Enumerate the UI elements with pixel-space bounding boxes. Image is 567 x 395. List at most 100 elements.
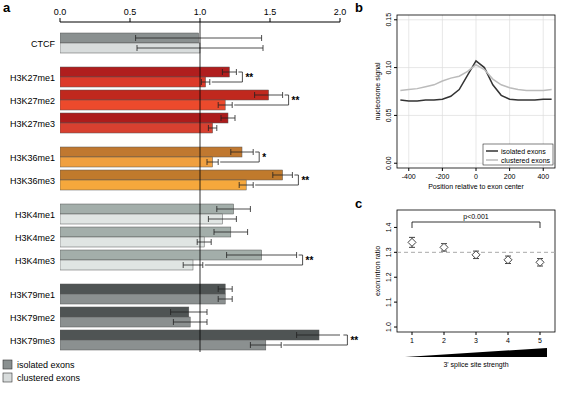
- error-bar: [221, 115, 235, 121]
- y-tick-label: 0.00: [385, 156, 392, 170]
- error-bar: [297, 332, 340, 338]
- x-tick-label: 0.5: [124, 7, 137, 17]
- error-bar: [505, 256, 511, 263]
- error-cap: [239, 182, 240, 188]
- error-cap: [263, 45, 264, 51]
- grid-line: [408, 15, 409, 168]
- bar: [60, 214, 222, 224]
- error-cap: [209, 79, 210, 85]
- bar: [60, 284, 225, 294]
- error-bar: [250, 342, 281, 348]
- x-tick-label: 0: [474, 173, 478, 180]
- x-tick: [130, 18, 131, 22]
- x-tick-label: 1.0: [194, 7, 207, 17]
- x-tick-label: 200: [504, 173, 516, 180]
- plot-frame: [397, 15, 555, 168]
- error-cap: [261, 35, 262, 41]
- bar: [60, 317, 190, 327]
- x-tick: [200, 18, 201, 22]
- bar: [60, 123, 213, 133]
- significance-bracket: [205, 255, 303, 265]
- error-bar: [441, 244, 447, 251]
- bar: [60, 77, 206, 87]
- legend-label: isolated exons: [501, 148, 546, 155]
- category-label: H3K27me2: [10, 96, 55, 106]
- x-tick: [540, 332, 541, 335]
- panel-label: b: [355, 0, 363, 15]
- x-axis-label: 3' splice site strength: [443, 361, 508, 369]
- grid-line: [476, 15, 477, 168]
- x-tick-label: -200: [435, 173, 449, 180]
- x-axis-label: Position relative to exon center: [428, 183, 524, 190]
- error-cap: [236, 69, 237, 75]
- error-bar: [208, 216, 236, 222]
- error-cap: [254, 92, 255, 98]
- bar: [60, 157, 213, 167]
- error-line: [207, 162, 218, 163]
- error-bar: [218, 286, 232, 292]
- error-line: [218, 105, 232, 106]
- x-tick-label: 3: [474, 337, 478, 344]
- x-tick: [543, 168, 544, 171]
- x-tick: [60, 18, 61, 22]
- point: [440, 243, 448, 251]
- error-line: [218, 289, 232, 290]
- x-tick-label: 1.5: [264, 7, 277, 17]
- error-bar: [239, 182, 253, 188]
- error-cap: [208, 216, 209, 222]
- error-bar: [273, 172, 293, 178]
- error-cap: [216, 206, 217, 212]
- category-label: H3K27me3: [10, 119, 55, 129]
- y-tick-label: 0.05: [385, 108, 392, 122]
- category-label: H3K36me1: [10, 153, 55, 163]
- significance-bracket: [234, 95, 288, 105]
- legend-label: clustered exons: [17, 373, 81, 383]
- error-bar: [207, 159, 218, 165]
- legend-swatch: [3, 373, 12, 382]
- y-tick: [394, 67, 397, 68]
- error-line: [173, 322, 207, 323]
- error-cap: [292, 172, 293, 178]
- figure: a0.00.51.01.52.0CTCFH3K27me1**H3K27me2**…: [0, 0, 567, 395]
- error-cap: [296, 332, 297, 338]
- error-cap: [253, 182, 254, 188]
- error-line: [201, 82, 209, 83]
- y-tick-label: 0.10: [385, 61, 392, 75]
- error-cap: [218, 159, 219, 165]
- error-line: [214, 232, 248, 233]
- error-line: [218, 299, 232, 300]
- line: [400, 65, 551, 91]
- error-cap: [208, 125, 209, 131]
- error-bar: [208, 125, 216, 131]
- error-line: [239, 185, 253, 186]
- error-bar: [218, 296, 232, 302]
- point: [504, 256, 512, 264]
- error-cap: [221, 115, 222, 121]
- error-cap: [207, 309, 208, 315]
- error-cap: [201, 79, 202, 85]
- error-cap: [250, 206, 251, 212]
- error-bar: [217, 206, 251, 212]
- bar: [60, 67, 229, 77]
- x-tick-label: 400: [537, 173, 549, 180]
- category-label: H3K4me1: [15, 210, 55, 220]
- category-label: H3K36me3: [10, 176, 55, 186]
- error-cap: [202, 262, 203, 268]
- category-label: CTCF: [31, 39, 55, 49]
- bar: [60, 227, 231, 237]
- bar: [60, 294, 225, 304]
- y-tick-label: 0.15: [385, 13, 392, 27]
- error-cap: [232, 286, 233, 292]
- bar: [60, 147, 242, 157]
- x-tick: [508, 332, 509, 335]
- y-tick: [394, 19, 397, 20]
- error-bar: [231, 149, 253, 155]
- error-bar: [222, 69, 236, 75]
- error-bar: [201, 79, 209, 85]
- category-label: H3K79me2: [10, 313, 55, 323]
- significance: **: [301, 175, 309, 186]
- point: [472, 251, 480, 259]
- error-line: [227, 255, 297, 256]
- bar: [60, 330, 319, 340]
- point: [408, 238, 416, 246]
